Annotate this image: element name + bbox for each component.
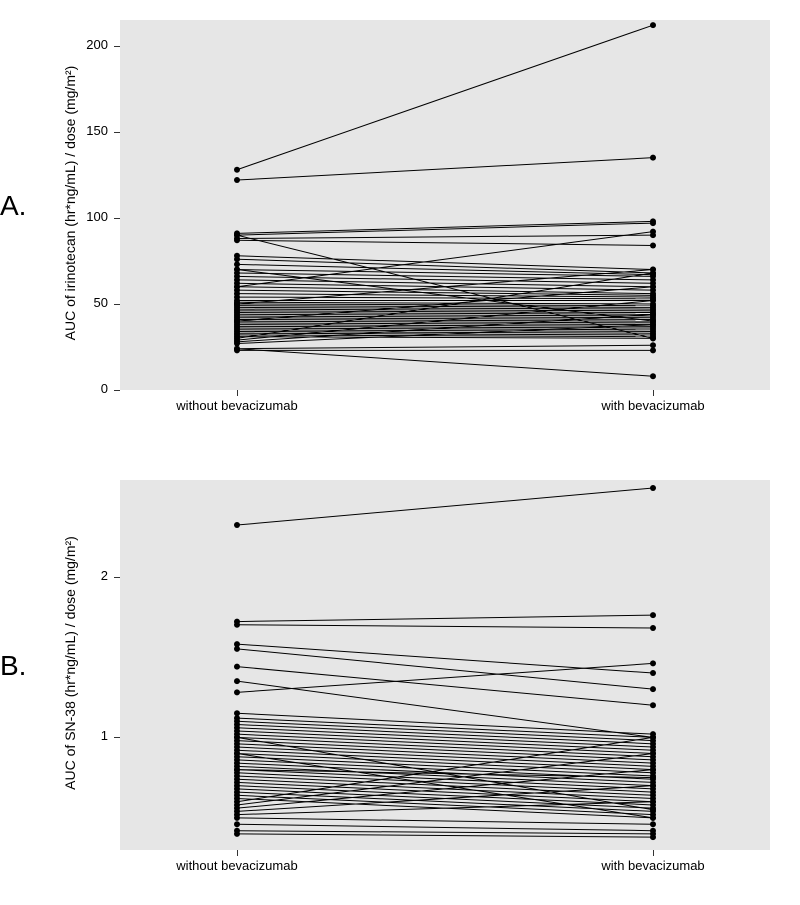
y-tick-mark xyxy=(114,132,120,133)
panel-a-plot-area xyxy=(120,20,770,390)
y-tick-mark xyxy=(114,577,120,578)
y-tick-label: 50 xyxy=(78,295,108,310)
x-tick-mark xyxy=(653,850,654,856)
x-tick-label: without bevacizumab xyxy=(157,398,317,413)
panel-b-label: B. xyxy=(0,650,26,682)
x-tick-label: with bevacizumab xyxy=(573,398,733,413)
x-tick-mark xyxy=(237,390,238,396)
panel-a-svg xyxy=(120,20,770,390)
y-tick-mark xyxy=(114,737,120,738)
y-tick-label: 100 xyxy=(78,209,108,224)
panel-b-svg xyxy=(120,480,770,850)
panel-a-label: A. xyxy=(0,190,26,222)
panel-b-y-axis-title: AUC of SN-38 (hr*ng/mL) / dose (mg/m²) xyxy=(62,513,78,813)
panel-b-plot-area xyxy=(120,480,770,850)
y-tick-label: 1 xyxy=(78,728,108,743)
panel-a-y-axis-title: AUC of irinotecan (hr*ng/mL) / dose (mg/… xyxy=(62,53,78,353)
y-tick-label: 2 xyxy=(78,568,108,583)
y-tick-label: 150 xyxy=(78,123,108,138)
y-tick-label: 0 xyxy=(78,381,108,396)
x-tick-label: without bevacizumab xyxy=(157,858,317,873)
x-tick-mark xyxy=(653,390,654,396)
x-tick-label: with bevacizumab xyxy=(573,858,733,873)
y-tick-mark xyxy=(114,218,120,219)
y-tick-mark xyxy=(114,304,120,305)
y-tick-mark xyxy=(114,390,120,391)
x-tick-mark xyxy=(237,850,238,856)
y-tick-label: 200 xyxy=(78,37,108,52)
y-tick-mark xyxy=(114,46,120,47)
